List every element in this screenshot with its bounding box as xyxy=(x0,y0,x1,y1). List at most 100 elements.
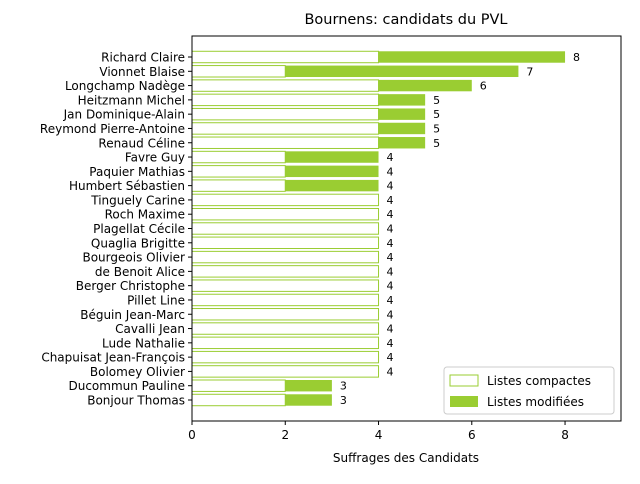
bar-modified xyxy=(285,379,332,392)
bar-compact xyxy=(191,336,380,350)
data-label: 4 xyxy=(387,294,394,307)
data-label: 5 xyxy=(433,94,440,107)
bar-compact xyxy=(191,308,380,321)
y-tick-label: Longchamp Nadège xyxy=(65,79,185,93)
data-label: 5 xyxy=(433,137,440,150)
y-tick-label: Reymond Pierre-Antoine xyxy=(40,122,185,136)
bar-compact xyxy=(191,236,380,250)
bar-modified xyxy=(285,179,379,192)
x-tick-label: 2 xyxy=(281,428,289,442)
y-tick-label: Favre Guy xyxy=(125,151,185,165)
y-tick-label: Bolomey Olivier xyxy=(90,365,185,379)
bar-compact xyxy=(191,65,286,78)
bar-compact xyxy=(191,93,380,107)
data-label: 4 xyxy=(387,337,394,350)
bar-modified xyxy=(378,51,566,63)
data-label: 4 xyxy=(387,351,394,364)
y-tick-label: Chapuisat Jean-François xyxy=(41,351,185,365)
bar-compact xyxy=(191,322,380,335)
y-tick-label: Paquier Mathias xyxy=(89,165,185,179)
bar-compact xyxy=(191,250,380,264)
bar-modified xyxy=(285,394,332,406)
data-label: 3 xyxy=(340,394,347,407)
bar-modified xyxy=(378,137,426,149)
data-label: 4 xyxy=(387,194,394,207)
data-label: 4 xyxy=(387,323,394,336)
y-tick-label: Berger Christophe xyxy=(76,279,185,293)
data-label: 4 xyxy=(387,265,394,278)
data-label: 8 xyxy=(573,51,580,64)
y-tick-label: Bonjour Thomas xyxy=(87,394,185,408)
y-tick-label: Renaud Céline xyxy=(98,136,185,150)
data-label: 6 xyxy=(480,80,487,93)
bar-modified xyxy=(378,94,426,106)
bar-compact xyxy=(191,122,380,135)
data-label: 5 xyxy=(433,122,440,135)
legend: Listes compactes Listes modifiées xyxy=(443,366,615,415)
x-tick-label: 0 xyxy=(188,428,196,442)
y-tick-label: Ducommun Pauline xyxy=(68,379,185,393)
bar-compact xyxy=(191,365,380,378)
data-label: 3 xyxy=(340,380,347,393)
y-tick-label: Humbert Sébastien xyxy=(69,179,185,193)
x-tick-label: 8 xyxy=(561,428,569,442)
y-tick-label: Quaglia Brigitte xyxy=(91,236,185,250)
legend-label-modified: Listes modifiées xyxy=(487,395,584,409)
bar-compact xyxy=(191,350,380,364)
y-tick-label: Lude Nathalie xyxy=(102,336,185,350)
legend-frame xyxy=(443,366,615,415)
x-tick-label: 6 xyxy=(468,428,476,442)
legend-swatch-compact xyxy=(449,374,479,387)
bar-compact xyxy=(191,222,380,235)
bar-modified xyxy=(285,165,379,178)
bar-compact xyxy=(191,79,380,92)
bar-modified xyxy=(378,79,472,92)
bar-compact xyxy=(191,193,380,207)
y-tick-label: de Benoit Alice xyxy=(95,265,185,279)
data-label: 4 xyxy=(387,251,394,264)
y-tick-label: Tinguely Carine xyxy=(90,193,185,207)
legend-label-compact: Listes compactes xyxy=(487,374,591,388)
bar-compact xyxy=(191,179,286,192)
bar-modified xyxy=(285,151,379,163)
bar-modified xyxy=(378,108,426,120)
y-tick-label: Bourgeois Olivier xyxy=(82,251,185,265)
bar-compact xyxy=(191,293,380,307)
y-tick-label: Vionnet Blaise xyxy=(99,65,185,79)
y-tick-label: Plagellat Cécile xyxy=(93,222,185,236)
bar-modified xyxy=(285,65,519,78)
data-label: 4 xyxy=(387,223,394,236)
data-label: 4 xyxy=(387,151,394,164)
y-tick-label: Roch Maxime xyxy=(105,208,185,222)
y-tick-label: Béguin Jean-Marc xyxy=(80,308,185,322)
bar-compact xyxy=(191,379,286,392)
legend-swatch-modified xyxy=(450,396,478,407)
y-tick-label: Cavalli Jean xyxy=(115,322,185,336)
y-tick-label: Jan Dominique-Alain xyxy=(63,108,185,122)
data-label: 4 xyxy=(387,237,394,250)
data-label: 4 xyxy=(387,280,394,293)
data-label: 5 xyxy=(433,108,440,121)
bar-compact xyxy=(191,207,380,221)
x-tick-label: 4 xyxy=(375,428,383,442)
bar-compact xyxy=(191,150,286,164)
bar-compact xyxy=(191,107,380,121)
data-label: 4 xyxy=(387,308,394,321)
x-axis-label: Suffrages des Candidats xyxy=(333,451,479,465)
bar-compact xyxy=(191,265,380,278)
bar-compact xyxy=(191,165,286,178)
bar-compact xyxy=(191,393,286,407)
bar-compact xyxy=(191,50,380,64)
y-tick-label: Richard Claire xyxy=(101,51,185,65)
bar-compact xyxy=(191,279,380,292)
data-label: 7 xyxy=(526,65,533,78)
data-label: 4 xyxy=(387,365,394,378)
y-tick-label: Pillet Line xyxy=(127,293,185,307)
bar-compact xyxy=(191,136,380,149)
data-label: 4 xyxy=(387,208,394,221)
bar-modified xyxy=(378,122,426,135)
